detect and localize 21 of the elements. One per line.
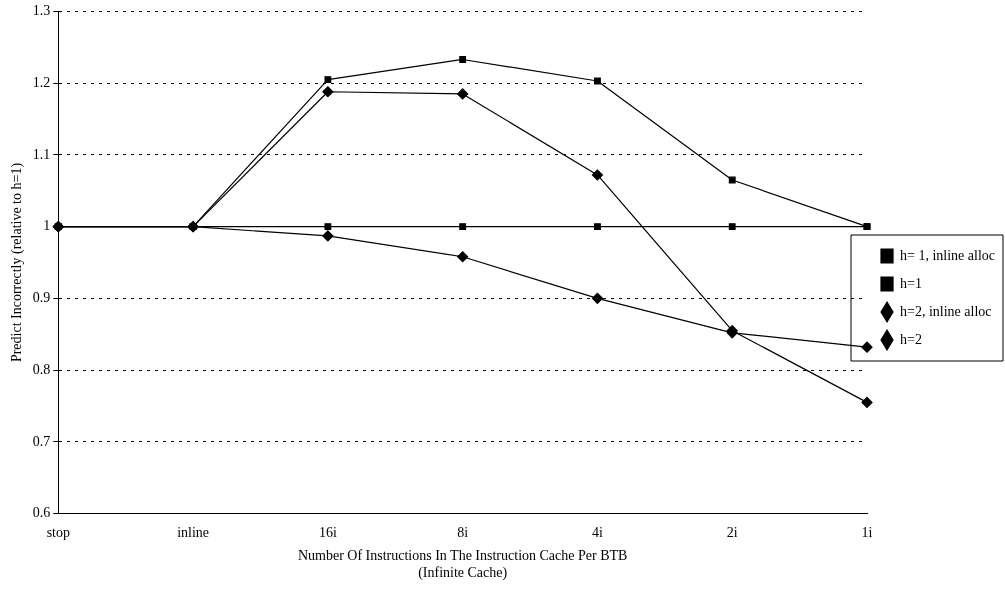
x-tick-label: 1i: [861, 524, 873, 540]
y-tick-label: 1: [43, 218, 51, 234]
x-tick-label: 2i: [726, 524, 738, 540]
x-tick-label: inline: [177, 524, 210, 540]
y-tick-label: 0.8: [32, 361, 51, 377]
legend-label: h= 1, inline alloc: [900, 247, 996, 263]
y-tick-label: 0.7: [32, 433, 51, 449]
legend-label: h=2, inline alloc: [900, 303, 992, 319]
x-tick-label: 16i: [318, 524, 337, 540]
x-axis-title: Number Of Instructions In The Instruction Cache Per BTB (Infinite Cache): [297, 548, 628, 582]
y-tick-label: 1.1: [32, 146, 51, 162]
legend-label: h=1: [900, 275, 922, 291]
x-tick-label: stop: [46, 524, 70, 540]
x-tick-label: 8i: [457, 524, 469, 540]
x-tick-label: 4i: [592, 524, 603, 540]
y-tick-label: 1.3: [32, 3, 51, 19]
y-tick-label: 0.6: [32, 505, 51, 521]
y-axis-title: Predict Incorrectly (relative to h=1): [9, 162, 26, 363]
legend-label: h=2: [900, 331, 922, 347]
y-tick-label: 0.9: [32, 290, 51, 306]
y-tick-label: 1.2: [32, 74, 51, 90]
